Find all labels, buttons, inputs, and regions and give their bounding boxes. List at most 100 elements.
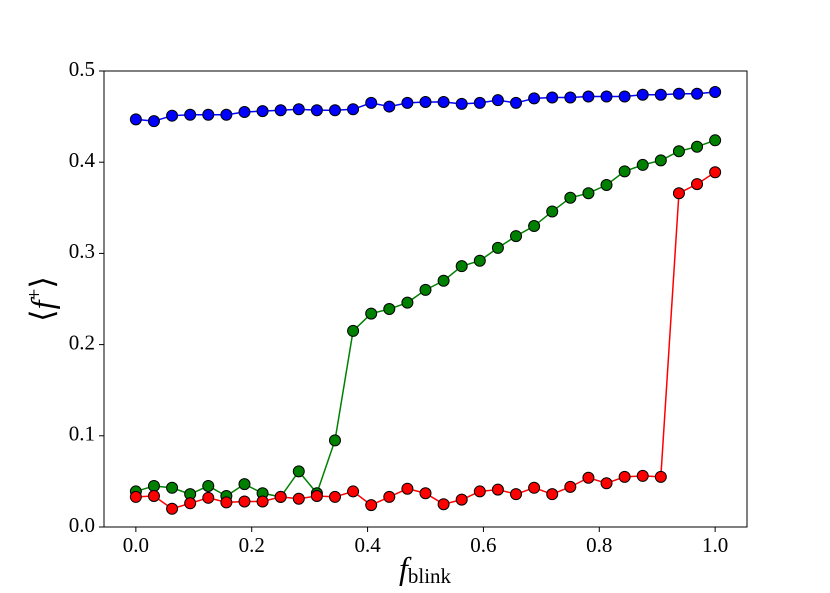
y-label-close: ⟩ xyxy=(24,276,60,288)
data-point xyxy=(510,96,523,109)
data-point xyxy=(546,91,559,104)
data-point xyxy=(401,482,414,495)
data-point xyxy=(365,307,378,320)
data-point xyxy=(238,495,251,508)
data-point xyxy=(709,166,722,179)
plot-frame xyxy=(103,70,748,528)
x-label-sub: blink xyxy=(408,564,452,588)
data-point xyxy=(691,87,704,100)
data-point xyxy=(274,104,287,117)
data-point xyxy=(691,140,704,153)
data-point xyxy=(491,241,504,254)
data-point xyxy=(129,113,142,126)
data-point xyxy=(600,179,613,191)
data-point xyxy=(510,488,523,501)
y-tick-label: 0.1 xyxy=(69,422,95,446)
data-point xyxy=(618,90,631,103)
data-point xyxy=(310,489,323,502)
data-point xyxy=(437,498,450,511)
x-tick-label: 0.8 xyxy=(586,533,612,557)
data-point xyxy=(491,483,504,496)
data-point xyxy=(437,96,450,109)
y-axis-label: ⟨f+⟩ xyxy=(22,276,61,322)
data-point xyxy=(618,165,631,178)
data-point xyxy=(564,91,577,104)
data-point xyxy=(292,103,305,116)
data-point xyxy=(220,108,233,121)
series-line xyxy=(135,171,716,510)
series-line xyxy=(135,139,716,498)
data-point xyxy=(709,85,722,98)
data-point xyxy=(473,485,486,498)
data-point xyxy=(528,481,541,494)
x-tick-label: 0.6 xyxy=(470,533,496,557)
data-point xyxy=(672,187,685,200)
data-point xyxy=(528,92,541,105)
data-point xyxy=(292,465,305,478)
data-point xyxy=(636,158,649,171)
x-tick-label: 1.0 xyxy=(702,533,728,557)
data-point xyxy=(383,490,396,503)
data-point xyxy=(147,479,160,492)
data-point xyxy=(310,104,323,117)
x-tick-label: 0.4 xyxy=(354,533,381,557)
data-point xyxy=(672,145,685,158)
data-point xyxy=(202,108,215,121)
data-point xyxy=(672,87,685,100)
data-point xyxy=(166,481,179,494)
data-point xyxy=(365,499,378,512)
data-point xyxy=(582,90,595,103)
data-point xyxy=(166,502,179,515)
data-point xyxy=(636,88,649,101)
data-point xyxy=(274,490,287,503)
x-axis-label: fblink xyxy=(399,550,452,587)
data-point xyxy=(564,191,577,204)
data-point xyxy=(147,489,160,502)
y-tick-label: 0.5 xyxy=(69,57,95,81)
data-point xyxy=(166,109,179,122)
data-point xyxy=(636,469,649,482)
data-point xyxy=(202,479,215,492)
data-point xyxy=(419,487,432,500)
data-point xyxy=(528,220,541,233)
data-point xyxy=(184,108,197,121)
data-point xyxy=(365,96,378,109)
data-point xyxy=(510,230,523,243)
data-point xyxy=(600,477,613,490)
x-tick-label: 0.2 xyxy=(239,533,265,557)
data-point xyxy=(455,97,468,110)
data-point xyxy=(419,283,432,296)
data-point xyxy=(455,260,468,273)
data-point xyxy=(256,495,269,508)
data-point xyxy=(256,105,269,118)
data-point xyxy=(292,492,305,505)
data-point xyxy=(546,205,559,218)
data-point xyxy=(455,493,468,506)
data-point xyxy=(328,434,341,447)
data-point xyxy=(401,96,414,109)
data-point xyxy=(184,497,197,510)
data-point xyxy=(419,96,432,109)
data-point xyxy=(347,324,360,337)
data-point xyxy=(582,471,595,484)
x-tick-label: 0.0 xyxy=(123,533,149,557)
data-point xyxy=(600,90,613,103)
y-tick-label: 0.0 xyxy=(69,513,95,537)
data-point xyxy=(383,303,396,316)
data-point xyxy=(691,178,704,191)
data-point xyxy=(473,254,486,267)
y-label-sup: + xyxy=(22,289,46,301)
data-point xyxy=(401,296,414,309)
y-label-open: ⟨ xyxy=(24,309,60,321)
data-point xyxy=(383,100,396,113)
data-point xyxy=(473,96,486,109)
data-point xyxy=(129,490,142,503)
data-point xyxy=(202,491,215,504)
data-point xyxy=(546,488,559,501)
data-point xyxy=(220,496,233,509)
data-point xyxy=(654,470,667,483)
data-point xyxy=(328,490,341,503)
y-tick-label: 0.4 xyxy=(69,148,96,172)
